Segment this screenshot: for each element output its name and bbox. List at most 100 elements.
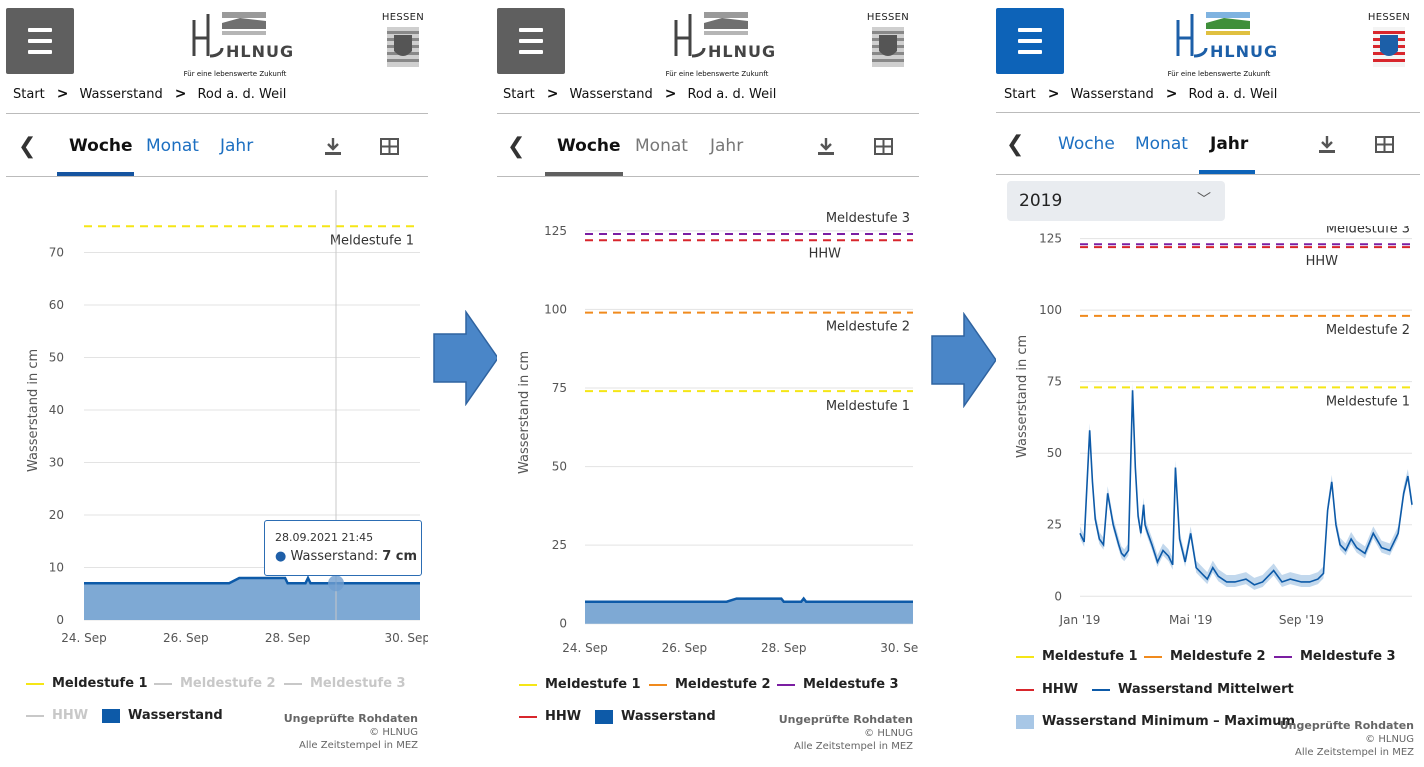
y-tick-label: 75 — [552, 381, 567, 395]
chevron-left-icon[interactable]: ❮ — [1006, 132, 1025, 157]
chart-woche-full[interactable]: 0 25 50 75 100 125 24. Sep 26. Sep 28. Sep 30. Se… — [497, 180, 919, 660]
legend-item[interactable]: Meldestufe 3 — [284, 676, 406, 691]
breadcrumb-start[interactable]: Start — [13, 87, 45, 102]
chart-jahr[interactable]: 0 25 50 75 100 125 Jan '19 Mai '19 Sep '19 Meldes… — [996, 226, 1420, 636]
legend-item[interactable]: Wasserstand Mittelwert — [1092, 682, 1294, 697]
y-tick-label: 50 — [49, 351, 64, 365]
breadcrumb-start[interactable]: Start — [503, 87, 535, 102]
logo-tagline: Für eine lebenswerte Zukunft — [1167, 70, 1271, 78]
x-tick-label: 26. Sep — [163, 631, 209, 645]
hlnug-logo[interactable]: HLNUG Für eine lebenswerte Zukunft — [1164, 10, 1277, 80]
panel-woche-zoomed: HLNUG Für eine lebenswerte Zukunft HESSE… — [6, 0, 428, 767]
legend-item[interactable]: Meldestufe 2 — [1144, 649, 1266, 664]
x-tick-label: 30. Sep — [880, 641, 919, 655]
download-icon[interactable] — [815, 136, 837, 162]
breadcrumb-start[interactable]: Start — [1004, 87, 1036, 102]
legend-swatch — [1016, 688, 1034, 691]
hlnug-logo[interactable]: HLNUG Für eine lebenswerte Zukunft — [662, 10, 775, 80]
threshold-label: HHW — [1306, 254, 1339, 269]
year-select[interactable]: 2019 ﹀ — [1007, 181, 1225, 221]
footnote-timezone: Alle Zeitstempel in MEZ — [1294, 747, 1414, 758]
threshold-label: HHW — [809, 246, 842, 261]
table-icon[interactable] — [873, 136, 895, 162]
breadcrumb-wasserstand[interactable]: Wasserstand — [569, 87, 653, 102]
legend-item[interactable]: Wasserstand Minimum – Maximum — [1016, 714, 1295, 729]
legend-item[interactable]: Meldestufe 1 — [26, 676, 148, 691]
hamburger-icon-bar — [1018, 39, 1042, 43]
tab-monat[interactable]: Monat — [635, 136, 688, 156]
legend-item[interactable]: Meldestufe 1 — [519, 677, 641, 692]
tab-monat[interactable]: Monat — [146, 136, 199, 156]
legend-swatch — [519, 715, 537, 718]
hessen-badge[interactable]: HESSEN — [378, 12, 428, 73]
hlnug-logo-mark — [1176, 12, 1250, 58]
legend-item[interactable]: HHW — [1016, 682, 1078, 697]
tab-woche[interactable]: Woche — [557, 136, 621, 156]
menu-button[interactable] — [996, 8, 1064, 74]
legend-item[interactable]: Meldestufe 3 — [777, 677, 899, 692]
hover-marker — [328, 575, 344, 592]
tab-jahr[interactable]: Jahr — [220, 136, 254, 156]
chart-tooltip: 28.09.2021 21:45 ● Wasserstand: 7 cm — [264, 520, 422, 576]
x-tick-label: 24. Sep — [562, 641, 608, 655]
menu-button[interactable] — [497, 8, 565, 74]
legend-item[interactable]: Meldestufe 2 — [649, 677, 771, 692]
breadcrumb-wasserstand[interactable]: Wasserstand — [1070, 87, 1154, 102]
divider — [6, 113, 428, 114]
threshold-label: Meldestufe 1 — [826, 399, 910, 414]
hessen-badge[interactable]: HESSEN — [1364, 12, 1414, 73]
menu-button[interactable] — [6, 8, 74, 74]
series-line — [84, 575, 420, 585]
legend-label: Meldestufe 1 — [1042, 649, 1138, 664]
tab-active-indicator — [1199, 170, 1255, 174]
chevron-left-icon[interactable]: ❮ — [18, 134, 37, 159]
hessen-badge[interactable]: HESSEN — [863, 12, 913, 73]
legend-item[interactable]: Wasserstand — [595, 709, 716, 724]
legend-swatch — [1092, 688, 1110, 691]
tab-jahr[interactable]: Jahr — [1210, 134, 1249, 154]
tab-monat[interactable]: Monat — [1135, 134, 1188, 154]
chevron-left-icon[interactable]: ❮ — [507, 134, 526, 159]
y-tick-label: 100 — [1039, 303, 1062, 317]
threshold-label: Meldestufe 1 — [1326, 394, 1410, 409]
flow-arrow-icon — [931, 312, 997, 408]
hamburger-icon-bar — [1018, 50, 1042, 54]
legend-item[interactable]: HHW — [26, 708, 88, 723]
legend-item[interactable]: Meldestufe 3 — [1274, 649, 1396, 664]
y-tick-label: 70 — [49, 246, 64, 260]
series-line — [1079, 390, 1413, 586]
download-icon[interactable] — [1316, 134, 1338, 160]
legend-label: HHW — [545, 709, 582, 724]
legend-item[interactable]: Wasserstand — [102, 708, 223, 723]
tab-woche[interactable]: Woche — [69, 136, 133, 156]
breadcrumb-wasserstand[interactable]: Wasserstand — [79, 87, 163, 102]
tab-jahr[interactable]: Jahr — [710, 136, 744, 156]
y-tick-label: 100 — [544, 302, 567, 316]
table-icon[interactable] — [379, 136, 401, 162]
divider — [497, 176, 919, 177]
legend-item[interactable]: HHW — [519, 709, 581, 724]
footnote-copyright: © HLNUG — [864, 728, 913, 739]
x-tick-label: 28. Sep — [761, 641, 807, 655]
legend-item[interactable]: Meldestufe 1 — [1016, 649, 1138, 664]
breadcrumb: Start > Wasserstand > Rod a. d. Weil — [1004, 86, 1277, 102]
y-tick-label: 125 — [1039, 232, 1062, 246]
hlnug-logo[interactable]: HLNUG Für eine lebenswerte Zukunft — [180, 10, 293, 80]
x-tick-label: 28. Sep — [265, 631, 311, 645]
y-tick-label: 25 — [1047, 518, 1062, 532]
legend-item[interactable]: Meldestufe 2 — [154, 676, 276, 691]
logo-tagline: Für eine lebenswerte Zukunft — [183, 70, 287, 78]
hamburger-icon — [1018, 28, 1042, 32]
chart-woche-zoomed[interactable]: 0 10 20 30 40 50 60 70 24. Sep 26. Sep 28. Sep 30. … — [6, 180, 428, 660]
series-line — [585, 596, 913, 603]
breadcrumb-separator: > — [1047, 86, 1060, 102]
legend-swatch — [1016, 714, 1034, 729]
tooltip-value: ● Wasserstand: 7 cm — [275, 549, 417, 564]
download-icon[interactable] — [322, 136, 344, 162]
tab-woche[interactable]: Woche — [1058, 134, 1115, 154]
table-icon[interactable] — [1374, 134, 1396, 160]
flow-arrow-icon — [433, 310, 499, 406]
logo-text: HLNUG — [1210, 42, 1279, 61]
breadcrumb-separator: > — [1165, 86, 1178, 102]
threshold-label: Meldestufe 1 — [330, 233, 414, 248]
